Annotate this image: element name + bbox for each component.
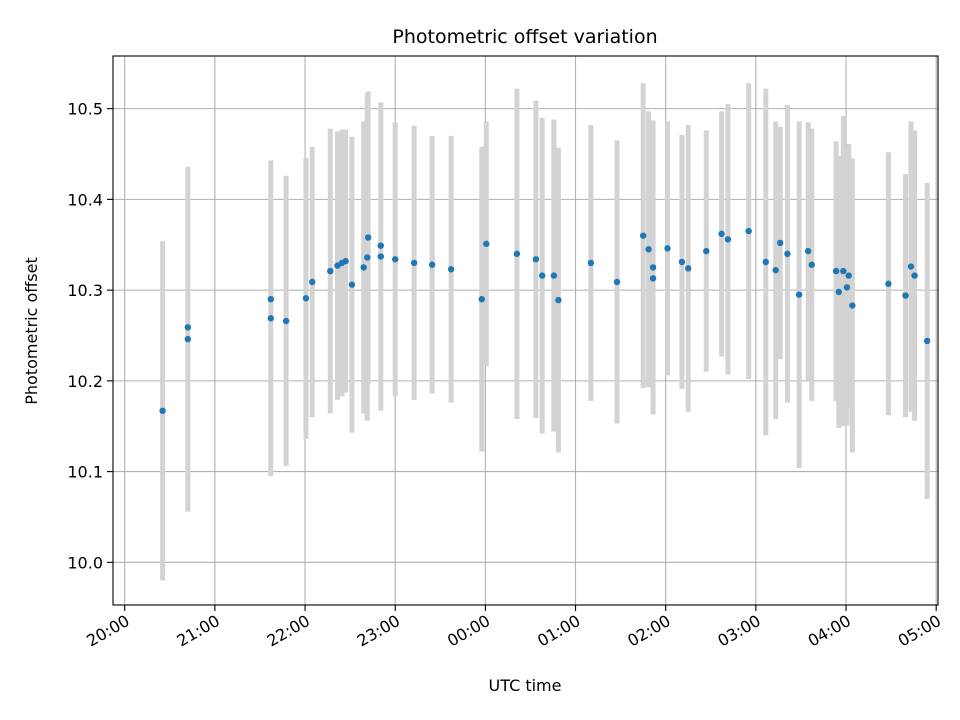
x-axis-label: UTC time (489, 676, 562, 695)
data-point (483, 240, 490, 248)
plot-frame (112, 55, 939, 606)
data-point (184, 324, 192, 331)
data-point (772, 266, 779, 274)
data-point (678, 258, 686, 266)
data-point (649, 264, 657, 271)
data-point (724, 236, 732, 243)
data-point (639, 232, 647, 239)
y-tick-label: 10.0 (67, 553, 103, 572)
data-point (538, 272, 546, 279)
data-point (392, 256, 399, 263)
data-point (885, 280, 892, 287)
data-point (447, 266, 455, 273)
data-point (907, 263, 915, 270)
data-point (377, 242, 384, 249)
grid-lines (113, 56, 938, 605)
data-point (309, 278, 316, 286)
data-point (613, 278, 621, 286)
data-point (587, 259, 595, 267)
data-points (159, 227, 931, 415)
data-point (555, 296, 562, 304)
data-point (327, 267, 334, 275)
y-tick-label: 10.5 (67, 100, 103, 119)
data-point (902, 292, 909, 299)
data-point (302, 295, 310, 302)
y-axis-ticks: 10.0 10.1 10.2 10.3 10.4 10.5 (67, 100, 113, 572)
data-point (550, 272, 558, 279)
data-point (762, 258, 769, 266)
data-point (745, 227, 752, 235)
data-point (911, 272, 918, 279)
data-point (685, 265, 692, 272)
data-point (808, 261, 815, 268)
data-point (923, 337, 931, 345)
data-point (364, 234, 372, 241)
y-tick-label: 10.4 (67, 190, 103, 209)
data-point (840, 267, 847, 275)
data-point (267, 295, 274, 303)
data-point (703, 247, 710, 255)
y-tick-label: 10.3 (67, 281, 103, 300)
data-point (342, 257, 349, 265)
data-point (849, 302, 856, 309)
data-point (645, 246, 652, 253)
data-point (843, 284, 851, 291)
data-point (364, 254, 371, 261)
data-point (649, 275, 657, 282)
data-point (532, 256, 540, 263)
data-point (159, 407, 166, 415)
data-point (718, 230, 725, 238)
data-point (777, 239, 784, 247)
data-point (513, 250, 521, 258)
data-point (360, 264, 367, 271)
data-point (804, 247, 812, 255)
data-point (428, 261, 436, 268)
y-tick-label: 10.1 (67, 463, 103, 482)
data-point (784, 250, 791, 258)
data-point (282, 317, 290, 325)
data-point (184, 335, 192, 343)
data-point (410, 259, 418, 267)
data-point (845, 272, 852, 279)
y-tick-label: 10.2 (67, 372, 103, 391)
data-point (478, 295, 485, 303)
chart-title: Photometric offset variation (392, 26, 657, 48)
data-point (377, 253, 384, 260)
data-point (795, 291, 803, 298)
y-axis-label: Photometric offset (22, 257, 41, 405)
data-point (835, 288, 843, 296)
data-point (348, 281, 356, 288)
data-point (664, 245, 671, 252)
data-point (267, 315, 274, 322)
data-point (832, 267, 840, 275)
